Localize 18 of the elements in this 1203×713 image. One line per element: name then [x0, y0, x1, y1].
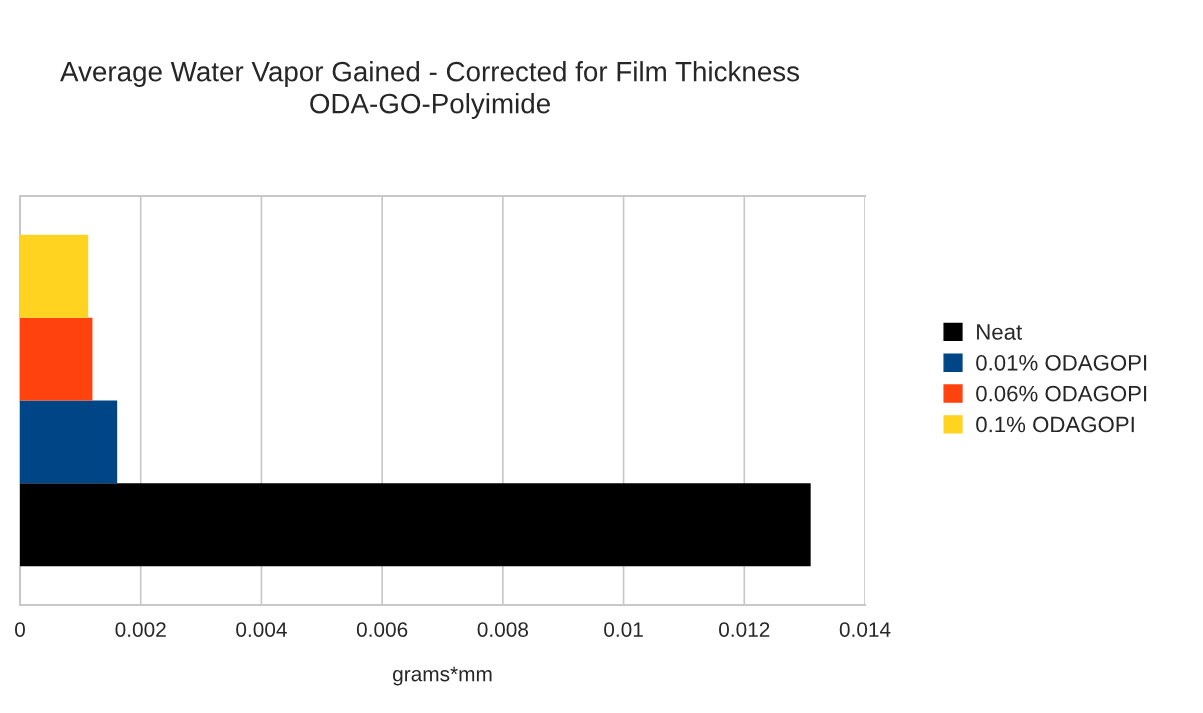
x-tick-label: 0.004 [236, 622, 287, 637]
x-axis-title: grams*mm [393, 666, 492, 686]
legend-label: 0.06% ODAGOPI [976, 385, 1147, 402]
x-tick-label: 0.006 [356, 622, 408, 637]
x-tick-label: 0.008 [477, 622, 529, 637]
chart-title: Average Water Vapor Gained - Corrected for Film Thickness ODA-GO-Polyimide [60, 61, 800, 119]
x-tick-label: 0.014 [839, 622, 891, 637]
bar [20, 400, 118, 484]
legend-label: 0.01% ODAGOPI [976, 354, 1147, 371]
x-tick-label: 0.01 [604, 622, 643, 637]
bar [20, 317, 93, 401]
x-tick-label: 0.012 [719, 622, 770, 637]
bar [20, 234, 89, 318]
bar [20, 483, 811, 567]
legend-label: Neat [977, 324, 1023, 340]
legend-label: 0.1% ODAGOPI [976, 416, 1134, 433]
x-tick-label: 0.002 [115, 622, 166, 637]
x-tick-label: 0 [15, 622, 25, 637]
